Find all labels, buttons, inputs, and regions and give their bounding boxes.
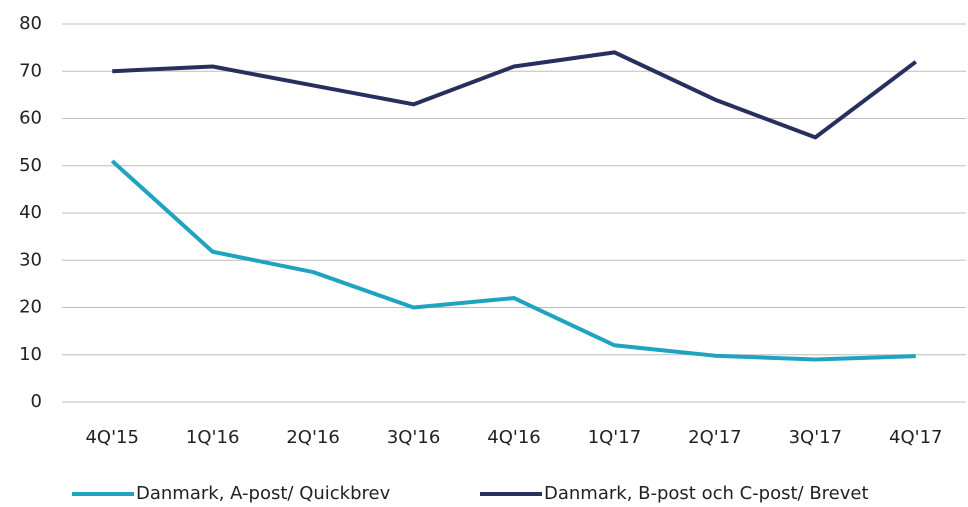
series-line bbox=[110, 159, 916, 362]
x-tick-label: 2Q'17 bbox=[688, 427, 741, 448]
y-tick-label: 60 bbox=[19, 108, 42, 129]
x-tick-label: 2Q'16 bbox=[286, 427, 339, 448]
x-tick-label: 4Q'15 bbox=[85, 427, 138, 448]
x-tick-label: 4Q'16 bbox=[487, 427, 540, 448]
y-tick-label: 50 bbox=[19, 155, 42, 176]
x-tick-label: 1Q'16 bbox=[186, 427, 239, 448]
y-tick-label: 10 bbox=[19, 344, 42, 365]
y-tick-label: 70 bbox=[19, 60, 42, 81]
legend-label: Danmark, B-post och C-post/ Brevet bbox=[544, 483, 869, 504]
y-tick-label: 40 bbox=[19, 202, 42, 223]
y-tick-label: 30 bbox=[19, 249, 42, 270]
x-tick-label: 1Q'17 bbox=[588, 427, 641, 448]
x-tick-label: 4Q'17 bbox=[889, 427, 942, 448]
series-line bbox=[112, 50, 917, 140]
y-tick-label: 80 bbox=[19, 13, 42, 34]
legend-label: Danmark, A-post/ Quickbrev bbox=[136, 483, 391, 504]
y-tick-label: 20 bbox=[19, 297, 42, 318]
x-tick-label: 3Q'16 bbox=[387, 427, 440, 448]
x-tick-label: 3Q'17 bbox=[789, 427, 842, 448]
y-tick-label: 0 bbox=[31, 391, 42, 412]
